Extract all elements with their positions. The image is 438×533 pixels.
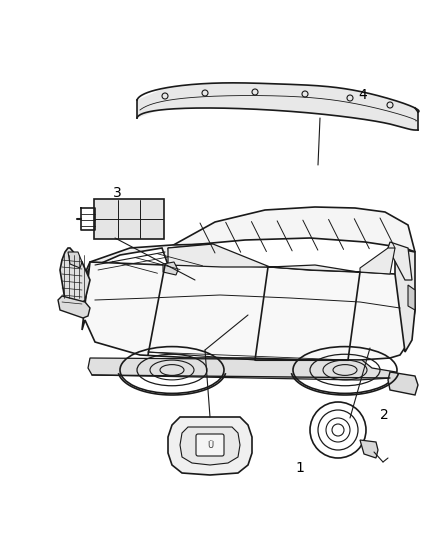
Polygon shape	[58, 296, 90, 318]
Text: 1: 1	[295, 461, 304, 475]
Polygon shape	[168, 417, 252, 475]
Polygon shape	[137, 83, 418, 130]
Text: 4: 4	[358, 88, 367, 102]
Polygon shape	[360, 248, 395, 274]
Polygon shape	[82, 262, 415, 360]
Polygon shape	[88, 358, 396, 380]
Polygon shape	[60, 248, 90, 308]
Text: Ü: Ü	[207, 441, 213, 450]
Polygon shape	[82, 244, 220, 280]
FancyBboxPatch shape	[94, 199, 164, 239]
FancyBboxPatch shape	[196, 434, 224, 456]
Text: 2: 2	[380, 408, 389, 422]
Polygon shape	[163, 262, 178, 275]
Polygon shape	[68, 252, 82, 268]
Polygon shape	[408, 285, 415, 310]
Polygon shape	[162, 207, 415, 252]
Polygon shape	[168, 244, 218, 265]
Polygon shape	[180, 427, 240, 465]
Polygon shape	[268, 265, 360, 272]
Polygon shape	[360, 440, 378, 458]
Polygon shape	[168, 244, 270, 267]
Polygon shape	[395, 248, 415, 352]
Polygon shape	[388, 242, 412, 280]
Text: 3: 3	[113, 186, 122, 200]
Polygon shape	[388, 372, 418, 395]
